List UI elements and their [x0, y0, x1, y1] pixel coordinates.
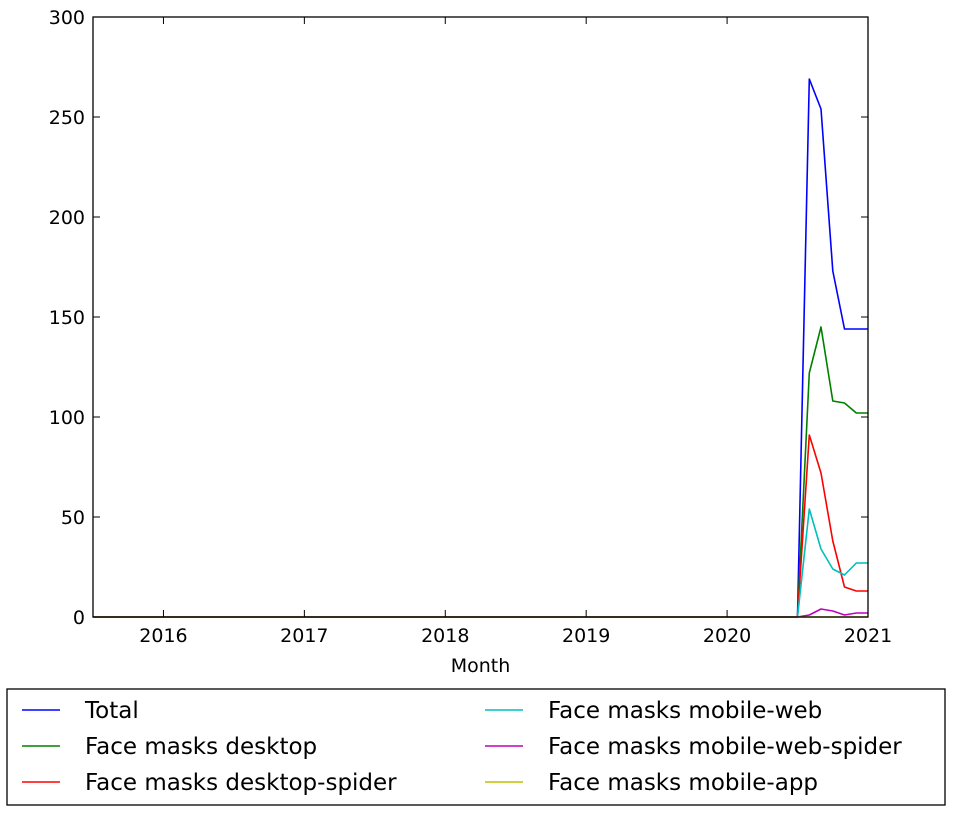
y-tick-label: 200 [49, 207, 85, 229]
x-tick-label: 2020 [703, 625, 751, 647]
legend-box [6, 688, 946, 806]
plot-frame [92, 16, 869, 618]
series-line-0 [93, 78, 868, 618]
x-tick-label: 2018 [421, 625, 469, 647]
legend-label-5: Face masks mobile-app [548, 770, 818, 796]
series-line-3 [93, 508, 868, 618]
x-tick-label: 2019 [562, 625, 610, 647]
x-tick-label: 2021 [844, 625, 892, 647]
y-tick-label: 100 [49, 407, 85, 429]
x-tick-label: 2016 [139, 625, 187, 647]
series-lines [93, 78, 868, 618]
y-tick-label: 50 [61, 507, 85, 529]
series-line-2 [93, 434, 868, 618]
series-line-1 [93, 326, 868, 618]
series-line-4 [93, 608, 868, 618]
legend-label-2: Face masks desktop-spider [85, 770, 397, 796]
legend-label-3: Face masks mobile-web [548, 698, 822, 724]
legend-label-0: Total [84, 698, 139, 724]
y-tick-label: 300 [49, 7, 85, 29]
y-tick-label: 0 [73, 607, 85, 629]
x-axis-title: Month [451, 655, 511, 677]
legend-label-1: Face masks desktop [85, 734, 317, 760]
legend-label-4: Face masks mobile-web-spider [548, 734, 902, 760]
axis-ticks: 0 50 100 150 200 250 300 2016 2017 2018 2019 2020 20… [49, 7, 892, 647]
x-tick-label: 2017 [280, 625, 328, 647]
y-tick-label: 150 [49, 307, 85, 329]
y-tick-label: 250 [49, 107, 85, 129]
legend: Total Face masks desktop Face masks deskto… [6, 688, 946, 806]
